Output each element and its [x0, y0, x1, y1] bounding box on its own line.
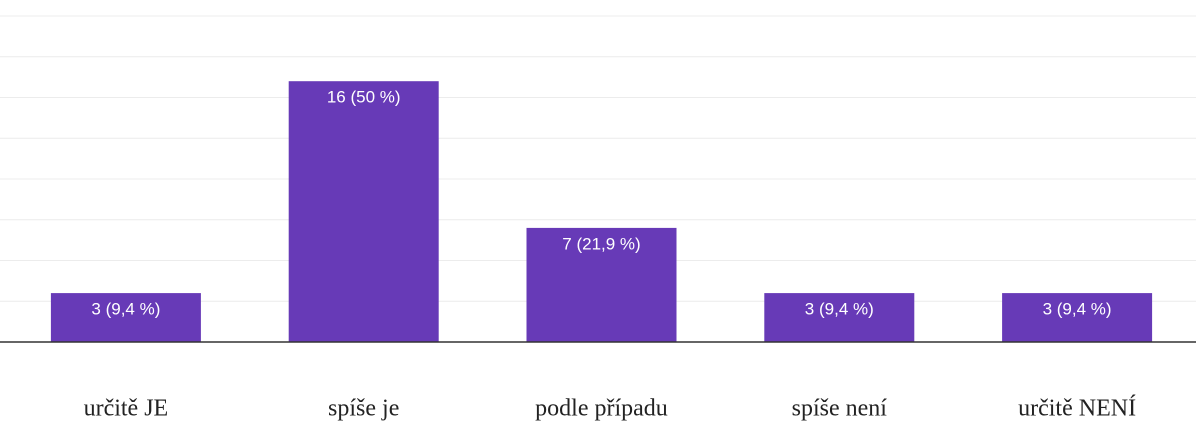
bar — [288, 81, 439, 342]
bar — [50, 293, 201, 342]
bar — [1002, 293, 1153, 342]
x-tick-label: spíše není — [792, 396, 888, 422]
x-tick-label: podle případu — [535, 396, 668, 422]
x-tick-label: spíše je — [328, 396, 399, 422]
value-label: 3 (9,4 %) — [91, 300, 160, 319]
value-label: 7 (21,9 %) — [562, 234, 640, 253]
x-tick-label: určitě NENÍ — [1018, 396, 1136, 422]
value-label: 3 (9,4 %) — [805, 300, 874, 319]
value-label: 16 (50 %) — [327, 88, 401, 107]
value-label: 3 (9,4 %) — [1043, 300, 1112, 319]
bar — [526, 227, 677, 342]
bar — [764, 293, 915, 342]
x-tick-label: určitě JE — [84, 396, 169, 422]
